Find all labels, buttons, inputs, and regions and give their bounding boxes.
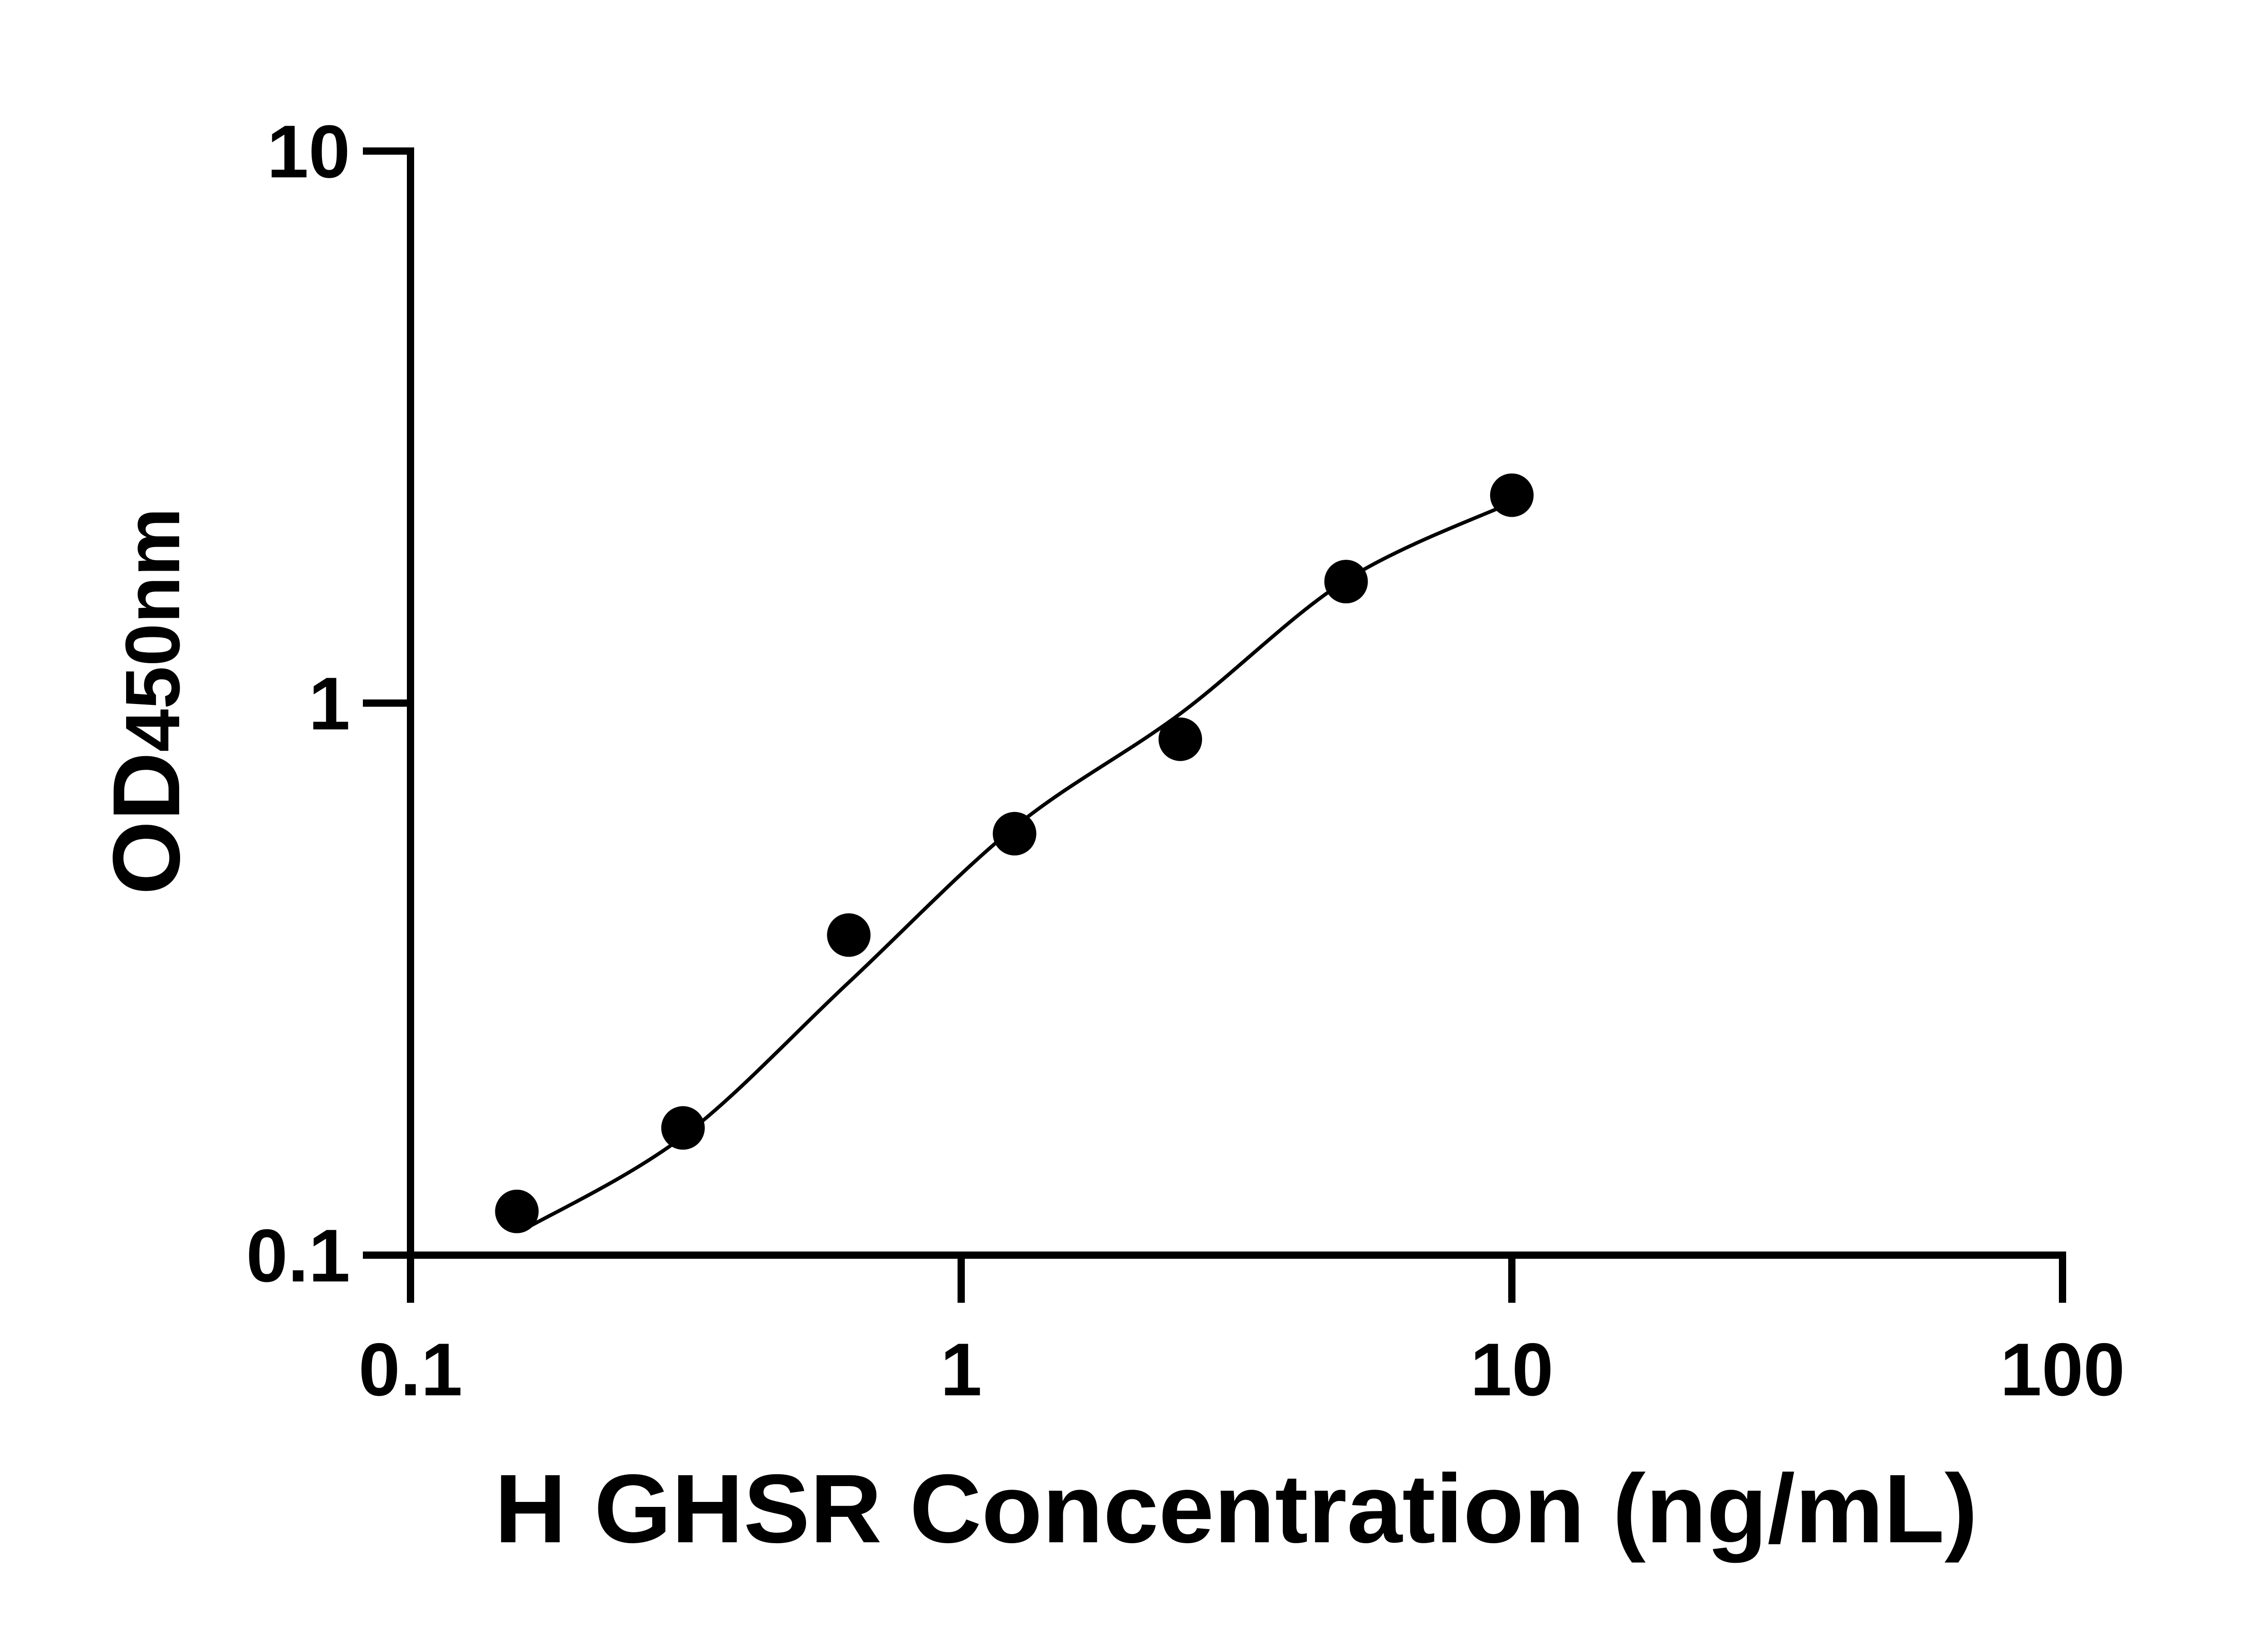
y-axis-title: OD450nm (93, 508, 200, 895)
x-tick-label: 1 (940, 1328, 982, 1411)
data-point (661, 1106, 705, 1150)
data-point (992, 812, 1036, 856)
data-point (1490, 473, 1534, 517)
x-axis-title: H GHSR Concentration (ng/mL) (494, 1454, 1978, 1563)
data-point (1324, 560, 1368, 604)
axes (363, 147, 2066, 1303)
data-points (495, 473, 1534, 1233)
y-axis-title-main: OD (93, 752, 200, 895)
data-point (1158, 717, 1202, 761)
tick-labels: 0.1 1 10 100 0.1 1 10 (246, 110, 2125, 1411)
data-point (827, 913, 871, 957)
y-axis-title-sub: 450nm (110, 508, 196, 752)
y-tick-label: 1 (308, 662, 350, 745)
x-tick-label: 100 (2000, 1328, 2125, 1411)
data-point (495, 1189, 539, 1233)
x-tick-label: 10 (1470, 1328, 1554, 1411)
y-tick-label: 10 (267, 110, 350, 193)
x-tick-label: 0.1 (358, 1328, 462, 1411)
y-tick-label: 0.1 (246, 1214, 350, 1297)
